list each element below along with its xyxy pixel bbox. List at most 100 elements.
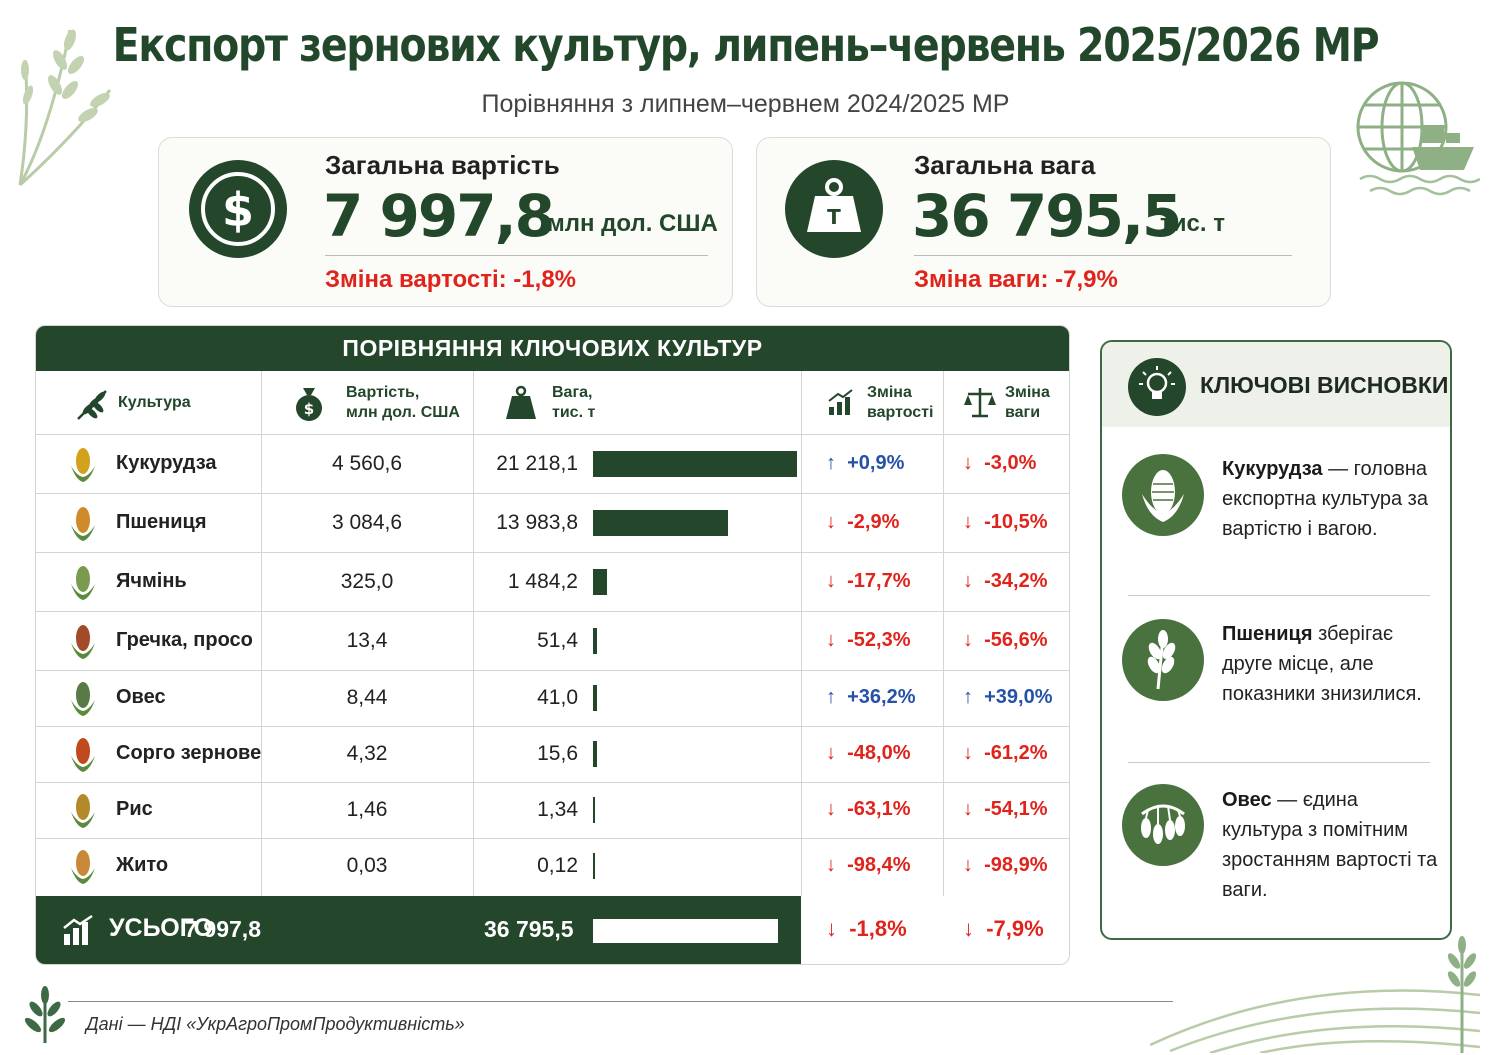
row-divider <box>36 838 1069 839</box>
table-row: Ячмінь 325,0 1 484,2 ↓ -17,7% ↓ -34,2% <box>36 552 1069 611</box>
crop-value: 4 560,6 <box>331 452 403 475</box>
divider <box>325 255 708 256</box>
row-divider <box>36 670 1069 671</box>
crop-value: 1,46 <box>346 798 388 821</box>
weight-bar <box>593 741 597 767</box>
total-value-amount: 7 997,8 <box>323 182 555 250</box>
value-change-cell: ↓ -48,0% <box>826 742 911 764</box>
value-change-text: +0,9% <box>847 452 905 474</box>
svg-text:$: $ <box>304 400 314 418</box>
sprout-icon <box>24 986 66 1043</box>
crop-icon <box>71 682 95 716</box>
value-change-text: -48,0% <box>847 742 911 764</box>
crop-icon <box>71 794 95 828</box>
column-header-value: $ Вартість, млн дол. США <box>291 371 471 434</box>
weight-change-cell: ↓ -3,0% <box>963 452 1037 474</box>
crop-weight: 1,34 <box>537 798 578 821</box>
total-weight-change: Зміна ваги: -7,9% <box>914 266 1118 293</box>
crops-comparison-table: ПОРІВНЯННЯ КЛЮЧОВИХ КУЛЬТУР Культура $ В… <box>35 325 1070 965</box>
crop-name: Сорго зернове <box>116 742 262 764</box>
crop-name: Кукурудза <box>116 452 217 474</box>
finding-2: Пшениця зберігає друге місце, але показн… <box>1222 619 1440 709</box>
crop-name: Гречка, просо <box>116 629 253 651</box>
value-change-cell: ↑ +0,9% <box>826 452 905 474</box>
crop-value: 4,32 <box>346 742 388 765</box>
crop-icon <box>71 738 95 772</box>
weight-bar <box>593 853 595 879</box>
wheat-decoration-icon <box>18 29 112 187</box>
header-divider <box>36 434 1069 435</box>
weight-change-text: -10,5% <box>984 511 1048 533</box>
value-change-text: -52,3% <box>847 629 911 651</box>
page-subtitle: Порівняння з липнем–червнем 2024/2025 МР <box>481 90 1010 118</box>
finding-2-text: зберігає друге місце, але показники зниз… <box>1222 623 1422 705</box>
crop-value: 8,44 <box>346 686 388 709</box>
table-title: ПОРІВНЯННЯ КЛЮЧОВИХ КУЛЬТУР <box>36 326 1069 371</box>
weight-bar <box>593 797 595 823</box>
corn-icon <box>1122 454 1204 536</box>
weight-icon <box>506 385 536 419</box>
weight-change-text: -54,1% <box>984 798 1048 820</box>
weight-change-text: +39,0% <box>984 686 1053 708</box>
oat-icon <box>1122 784 1204 866</box>
total-weight: 36 795,5 <box>484 916 574 942</box>
crop-value: 3 084,6 <box>331 511 403 534</box>
finding-1-text: — головна експортна культура за вартістю… <box>1222 458 1428 540</box>
divider <box>1128 762 1430 763</box>
crop-icon <box>71 448 95 482</box>
value-change-text: -17,7% <box>847 570 911 592</box>
row-divider <box>36 726 1069 727</box>
column-divider <box>473 371 474 896</box>
weight-change-cell: ↓ -10,5% <box>963 511 1048 533</box>
data-source: Дані — НДІ «УкрАгроПромПродуктивність» <box>86 1014 465 1034</box>
column-header-value-line1: Вартість, <box>346 384 420 401</box>
dollar-icon: $ <box>189 160 287 258</box>
crop-weight: 13 983,8 <box>496 511 578 534</box>
scales-icon <box>964 388 996 418</box>
finding-2-bold: Пшениця <box>1222 623 1313 645</box>
crop-weight: 1 484,2 <box>507 570 578 593</box>
column-header-value-change-line1: Зміна <box>867 384 912 401</box>
key-findings-title: КЛЮЧОВІ ВИСНОВКИ <box>1200 372 1449 398</box>
value-change-text: +36,2% <box>847 686 916 708</box>
value-change-text: -63,1% <box>847 798 911 820</box>
crop-icon <box>71 566 95 600</box>
total-weight-card: Т Загальна вага 36 795,5 тис. т Зміна ва… <box>756 137 1331 307</box>
column-header-value-line2: млн дол. США <box>346 404 460 421</box>
row-divider <box>36 611 1069 612</box>
row-divider <box>36 493 1069 494</box>
crop-icon <box>71 507 95 541</box>
crop-name: Жито <box>116 854 169 876</box>
lightbulb-icon <box>1128 358 1186 416</box>
weight-change-text: -34,2% <box>984 570 1048 592</box>
wheat-icon <box>77 390 107 420</box>
total-weight-amount: 36 795,5 <box>912 182 1182 250</box>
column-header-weight-line1: Вага, <box>552 384 593 401</box>
chart-up-icon <box>828 389 853 415</box>
total-value-unit: млн дол. США <box>547 210 718 237</box>
weight-change-cell: ↓ -56,6% <box>963 629 1048 651</box>
finding-1-bold: Кукурудза <box>1222 458 1323 480</box>
crop-weight: 51,4 <box>537 629 578 652</box>
column-header-crop-label: Культура <box>118 394 191 411</box>
total-weight-change-cell: ↓ -7,9% <box>963 916 1044 941</box>
total-weight-bar <box>593 919 778 943</box>
value-change-text: -98,4% <box>847 854 911 876</box>
finding-3-text: — єдина культура з помітним зростанням в… <box>1222 789 1438 901</box>
table-row: Жито 0,03 0,12 ↓ -98,4% ↓ -98,9% <box>36 838 1069 894</box>
weight-change-cell: ↓ -54,1% <box>963 798 1048 820</box>
weight-change-text: -98,9% <box>984 854 1048 876</box>
page-title: Експорт зернових культур, липень–червень… <box>112 18 1380 72</box>
divider <box>914 255 1292 256</box>
key-findings-header: КЛЮЧОВІ ВИСНОВКИ <box>1102 342 1450 427</box>
value-change-cell: ↓ -17,7% <box>826 570 911 592</box>
weight-bar <box>593 628 597 654</box>
field-decoration-icon <box>1150 936 1480 1053</box>
column-header-weight-change-line2: ваги <box>1005 404 1041 421</box>
column-divider <box>801 371 802 896</box>
weight-change-cell: ↓ -34,2% <box>963 570 1048 592</box>
crop-name: Овес <box>116 686 166 708</box>
crop-name: Ячмінь <box>116 570 187 592</box>
key-findings-panel: КЛЮЧОВІ ВИСНОВКИ Кукурудза — головна екс… <box>1100 340 1452 940</box>
table-row: Сорго зернове 4,32 15,6 ↓ -48,0% ↓ -61,2% <box>36 726 1069 782</box>
